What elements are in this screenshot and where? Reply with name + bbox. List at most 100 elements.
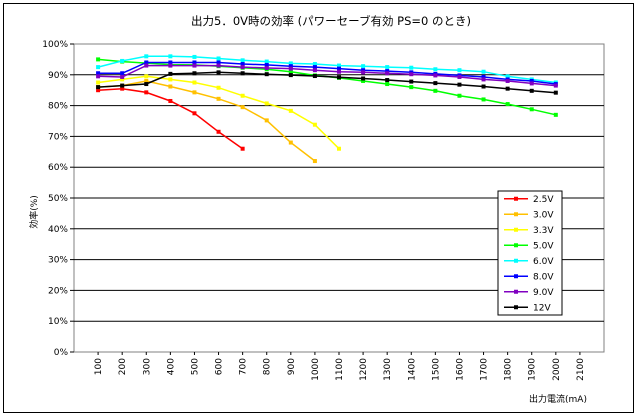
y-tick-label: 60% [48,163,68,173]
y-tick-label: 20% [48,286,68,296]
series-line [98,64,556,87]
data-point [168,84,173,89]
data-point [96,57,101,62]
data-point [264,118,269,123]
data-point [192,54,197,59]
data-point [168,54,173,59]
data-point [192,71,197,76]
legend-item: 3.3V [504,226,554,236]
y-axis-ticks: 0% 10% 20% 30% 40% 50% 60% 70% 80% 90% 100% [42,40,74,358]
data-point [120,77,125,82]
data-point [192,111,197,116]
legend-marker [514,274,518,279]
y-tick-label: 30% [48,256,68,266]
data-point [96,85,101,90]
data-point [337,66,341,71]
chart-title: 出力5．0V時の効率 (パワーセーブ有効 PS=0 のとき) [191,14,471,28]
data-point [288,64,293,69]
legend: 2.5V 3.0V 3.3V 5.0V 6.0V 8.0V 9.0V 12V [497,190,563,316]
data-point [168,60,173,65]
data-point [433,88,438,93]
data-point [264,59,269,64]
data-point [96,80,101,85]
data-point [385,82,390,87]
x-tick-label: 600 [215,358,225,375]
legend-label: 9.0V [533,288,554,298]
data-point [481,74,486,79]
data-point [144,54,149,59]
data-point [216,129,221,134]
data-point [337,69,341,74]
x-tick-label: 800 [263,358,273,375]
data-point [312,159,317,164]
data-point [361,70,366,75]
x-tick-label: 1300 [383,358,393,381]
data-point [385,71,390,76]
data-point [120,86,125,91]
legend-label: 3.3V [533,226,554,236]
data-point [240,62,245,67]
data-point [240,93,245,98]
y-tick-label: 10% [48,317,68,327]
data-point [216,70,221,75]
x-tick-label: 1500 [431,358,441,381]
data-point [264,101,269,106]
data-point [481,69,486,74]
data-point [192,60,197,65]
legend-item: 12V [504,303,551,313]
x-tick-label: 2100 [576,358,586,381]
data-point [409,85,414,90]
data-point [216,56,221,61]
data-point [553,90,558,95]
data-point [120,71,125,76]
data-point [120,74,125,79]
data-point [288,73,293,78]
data-point [312,65,317,70]
data-point [361,68,366,73]
data-point [144,78,149,83]
data-point [168,77,173,82]
y-tick-label: 80% [48,102,68,112]
x-tick-label: 1000 [311,358,321,381]
series-line [98,61,556,85]
y-tick-label: 50% [48,194,68,204]
data-point [529,107,534,112]
x-axis-label: 出力電流(mA) [529,393,587,405]
gridlines [74,74,604,322]
legend-label: 8.0V [533,272,554,282]
y-tick-label: 100% [42,40,68,50]
data-point [168,71,173,76]
data-point [481,84,486,89]
series-3.3V [96,74,341,151]
x-tick-label: 1700 [480,358,490,381]
series-line [97,55,556,84]
x-tick-label: 1100 [335,358,345,381]
legend-label: 12V [533,303,551,313]
x-tick-label: 300 [142,358,152,375]
series-12V [96,70,558,95]
y-tick-label: 90% [48,71,68,81]
data-point [96,65,101,70]
data-point [240,146,245,151]
data-point [240,65,245,70]
data-point [337,75,341,80]
data-point [288,61,293,66]
data-point [288,108,293,113]
data-point [505,86,510,91]
data-point [264,66,269,71]
data-point [288,69,293,74]
y-tick-label: 0% [54,348,69,358]
x-tick-label: 100 [94,358,104,375]
data-point [168,63,173,68]
x-tick-label: 1900 [528,358,538,381]
data-point [529,88,534,93]
data-point [312,62,317,67]
x-tick-label: 1400 [407,358,417,381]
series-9.0V [96,63,558,88]
data-point [192,63,197,68]
data-point [144,63,149,68]
y-tick-label: 70% [48,132,68,142]
data-point [264,62,269,67]
data-point [120,83,125,88]
data-point [120,58,125,63]
